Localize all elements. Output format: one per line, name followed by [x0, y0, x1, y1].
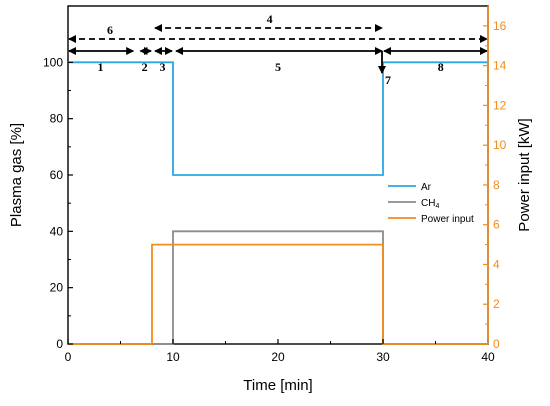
y2-tick-label: 10	[493, 138, 507, 152]
x-tick-label: 30	[376, 350, 390, 364]
y2-tick-label: 0	[493, 337, 500, 351]
right-axis: 0 2 4 6 8 10 12 14 16	[483, 6, 507, 351]
y-tick-label: 100	[43, 55, 63, 69]
y2-tick-label: 2	[493, 297, 500, 311]
phase-label: 8	[438, 60, 444, 74]
phase-label: 5	[275, 60, 281, 74]
y-tick-label: 80	[50, 112, 64, 126]
phase-label: 1	[98, 60, 104, 74]
y-tick-label: 60	[50, 168, 64, 182]
y2-tick-label: 8	[493, 178, 500, 192]
x-tick-label: 10	[166, 350, 180, 364]
y-axis-title: Plasma gas [%]	[8, 123, 25, 227]
dashed-arrow-label: 4	[267, 12, 273, 26]
x-axis-title: Time [min]	[243, 377, 312, 394]
series-line-1	[68, 61, 488, 176]
legend: Ar CH4 Power input	[388, 182, 474, 225]
series-layer	[68, 61, 488, 345]
x-tick-label: 20	[271, 350, 285, 364]
y-tick-label: 20	[50, 281, 64, 295]
y2-tick-label: 12	[493, 98, 507, 112]
y-tick-label: 40	[50, 224, 64, 238]
phase-label: 3	[160, 60, 166, 74]
legend-label-subscript: 4	[435, 203, 439, 210]
series-line-3	[68, 243, 488, 345]
annotation-layer: 641 2 3 5 87	[68, 12, 488, 87]
legend-label: Ar	[421, 182, 432, 193]
x-axis: 0 10 20 30 40	[65, 339, 495, 364]
series-line-2	[68, 230, 488, 345]
y2-tick-label: 6	[493, 218, 500, 232]
phase-7-label: 7	[385, 73, 391, 87]
y2-tick-label: 14	[493, 59, 507, 73]
y-tick-label: 0	[56, 337, 63, 351]
y2-tick-label: 4	[493, 257, 500, 271]
x-tick-label: 40	[481, 350, 495, 364]
legend-label: CH4	[421, 198, 439, 210]
x-tick-label: 0	[65, 350, 72, 364]
left-axis: 0 20 40 60 80 100	[43, 55, 73, 351]
y2-tick-label: 16	[493, 19, 507, 33]
phase-label: 2	[142, 60, 148, 74]
dashed-arrow-label: 6	[107, 23, 113, 37]
legend-label: Power input	[421, 214, 474, 225]
y2-axis-title: Power input [kW]	[516, 118, 533, 231]
